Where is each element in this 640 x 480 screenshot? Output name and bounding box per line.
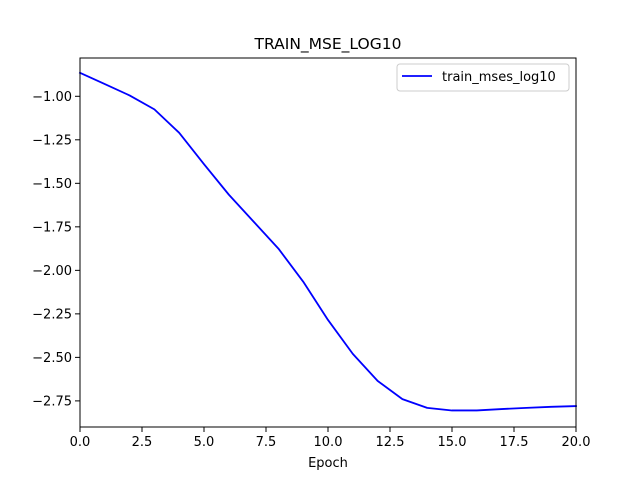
x-tick-label: 10.0 bbox=[314, 435, 343, 450]
legend-label: train_mses_log10 bbox=[442, 70, 556, 85]
y-tick-label: −1.50 bbox=[32, 177, 72, 192]
y-tick-label: −1.75 bbox=[32, 220, 72, 235]
x-axis-title: Epoch bbox=[308, 456, 348, 471]
chart-title: TRAIN_MSE_LOG10 bbox=[254, 35, 402, 54]
x-tick-label: 15.0 bbox=[438, 435, 467, 450]
y-tick-label: −2.75 bbox=[32, 394, 72, 409]
legend-box bbox=[396, 63, 570, 92]
legend: train_mses_log10 bbox=[396, 63, 570, 92]
y-tick-label: −2.50 bbox=[32, 351, 72, 366]
x-tick-label: 7.5 bbox=[256, 435, 277, 450]
x-tick-label: 20.0 bbox=[562, 435, 591, 450]
x-tick-label: 0.0 bbox=[70, 435, 91, 450]
y-tick-label: −1.00 bbox=[32, 90, 72, 105]
x-tick-label: 17.5 bbox=[500, 435, 529, 450]
axes: 0.0 2.5 5.0 7.5 10.0 12.5 15.0 17.5 20.0 −1.00 −1.… bbox=[32, 57, 591, 450]
plot-area bbox=[78, 71, 577, 412]
y-tick-label: −2.25 bbox=[32, 307, 72, 322]
x-tick-label: 5.0 bbox=[194, 435, 215, 450]
x-tick-label: 2.5 bbox=[132, 435, 153, 450]
series-line-0 bbox=[78, 71, 577, 412]
y-tick-label: −1.25 bbox=[32, 133, 72, 148]
x-tick-label: 12.5 bbox=[376, 435, 405, 450]
y-tick-label: −2.00 bbox=[32, 264, 72, 279]
